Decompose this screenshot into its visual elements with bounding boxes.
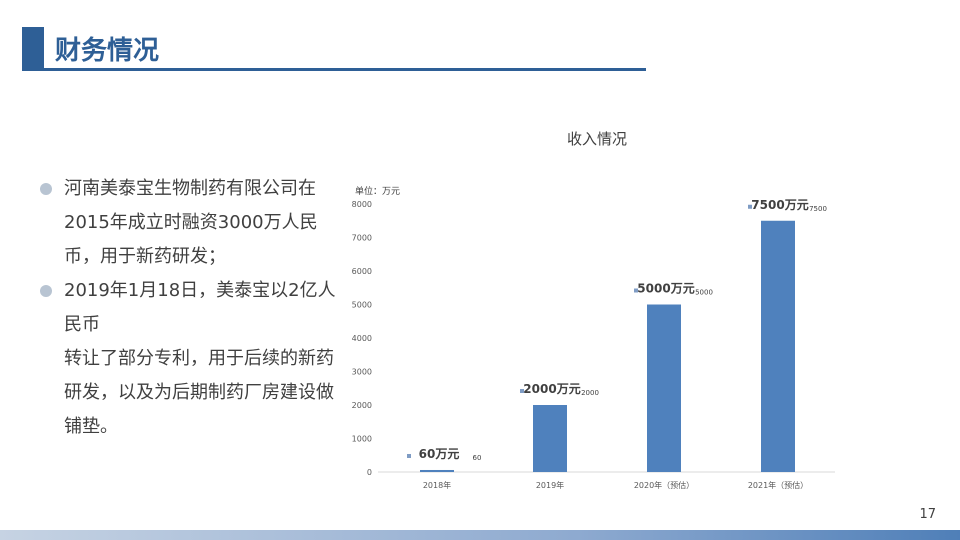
y-tick-label: 8000 bbox=[352, 200, 372, 209]
callout-label: 5000万元 bbox=[637, 282, 694, 296]
y-tick-label: 6000 bbox=[352, 267, 372, 276]
page-number: 17 bbox=[919, 507, 936, 522]
text-column: 河南美泰宝生物制药有限公司在2015年成立时融资3000万人民币，用于新药研发；… bbox=[40, 172, 345, 444]
body-paragraph: 转让了部分专利，用于后续的新药研发，以及为后期制药厂房建设做铺垫。 bbox=[64, 348, 334, 437]
bullet-text-1: 河南美泰宝生物制药有限公司在2015年成立时融资3000万人民币，用于新药研发； bbox=[64, 178, 318, 267]
label-marker bbox=[520, 389, 524, 393]
bullet-text-2: 2019年1月18日，美泰宝以2亿人民币 bbox=[64, 280, 336, 335]
data-label: 60 bbox=[473, 454, 482, 462]
callout-label: 60万元 bbox=[419, 447, 460, 461]
footer-band bbox=[0, 530, 960, 540]
callout-label: 7500万元 bbox=[751, 198, 808, 212]
x-tick-label: 2018年 bbox=[423, 480, 451, 490]
unit-label: 单位：万元 bbox=[355, 187, 401, 197]
y-tick-label: 1000 bbox=[352, 435, 372, 444]
y-tick-label: 5000 bbox=[352, 301, 372, 310]
title-underline bbox=[22, 68, 646, 71]
data-label: 2000 bbox=[581, 389, 599, 397]
label-marker bbox=[407, 453, 411, 458]
chart-title: 收入情况 bbox=[567, 130, 628, 148]
y-tick-label: 4000 bbox=[352, 334, 372, 343]
data-label: 5000 bbox=[695, 289, 713, 297]
y-tick-label: 2000 bbox=[352, 401, 372, 410]
bar bbox=[761, 220, 795, 472]
bullet-item-2: 2019年1月18日，美泰宝以2亿人民币 bbox=[40, 274, 345, 342]
x-tick-label: 2019年 bbox=[536, 480, 564, 490]
x-tick-label: 2020年（预估） bbox=[634, 480, 694, 490]
bullet-dot-icon bbox=[40, 285, 52, 297]
bullet-item-1: 河南美泰宝生物制药有限公司在2015年成立时融资3000万人民币，用于新药研发； bbox=[40, 172, 345, 274]
callout-label: 2000万元 bbox=[523, 382, 580, 396]
page-title: 财务情况 bbox=[55, 36, 160, 66]
bullet-dot-icon bbox=[40, 183, 52, 195]
label-marker bbox=[748, 204, 752, 209]
bar bbox=[420, 469, 454, 472]
y-tick-label: 7000 bbox=[352, 234, 372, 243]
bar bbox=[647, 304, 681, 472]
y-tick-label: 0 bbox=[367, 468, 372, 477]
data-label: 7500 bbox=[809, 205, 827, 213]
title-accent-bar bbox=[22, 27, 44, 71]
label-marker bbox=[634, 288, 638, 293]
x-tick-label: 2021年（预估） bbox=[748, 480, 808, 490]
y-tick-label: 3000 bbox=[352, 368, 372, 377]
bar bbox=[533, 405, 567, 472]
